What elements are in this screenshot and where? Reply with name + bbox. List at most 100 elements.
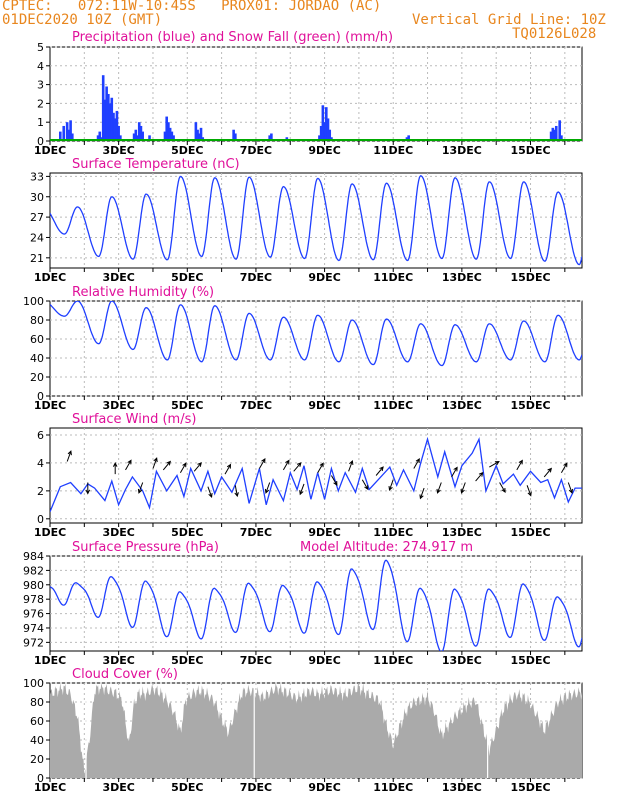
plot-body xyxy=(50,75,582,141)
wind-arrow xyxy=(581,484,582,486)
precip-bar xyxy=(549,131,553,141)
wind-arrow xyxy=(179,462,187,473)
y-tick-label: 0 xyxy=(37,513,44,526)
precip-bar xyxy=(141,131,144,141)
wind-arrow xyxy=(419,487,425,500)
precip-bar xyxy=(328,129,332,141)
precip-bar xyxy=(167,122,170,141)
plot-frame xyxy=(49,172,583,269)
x-tick-label: 9DEC xyxy=(308,654,340,667)
y-tick-label: 2 xyxy=(37,97,44,110)
precip-bar xyxy=(196,129,199,141)
plot-body xyxy=(50,559,582,651)
x-tick-label: 1DEC xyxy=(34,781,66,794)
precip-bar xyxy=(107,94,110,141)
wind-arrow xyxy=(193,462,202,472)
x-tick-label: 13DEC xyxy=(442,399,482,412)
precip-bar xyxy=(551,127,555,141)
x-tick-label: 7DEC xyxy=(240,271,272,284)
x-tick-label: 1DEC xyxy=(34,144,66,157)
wind-arrow xyxy=(489,461,500,468)
precip-bar xyxy=(115,110,119,141)
x-tick-label: 5DEC xyxy=(171,526,203,539)
x-tick-label: 1DEC xyxy=(34,271,66,284)
x-tick-label: 13DEC xyxy=(442,271,482,284)
precip-bar xyxy=(69,120,72,141)
precip-bar xyxy=(105,86,108,141)
y-tick-label: 974 xyxy=(23,622,44,635)
x-tick-label: 15DEC xyxy=(511,526,551,539)
x-tick-label: 7DEC xyxy=(240,654,272,667)
x-tick-label: 3DEC xyxy=(102,654,134,667)
y-tick-label: 6 xyxy=(37,429,44,442)
panel-4: 0 2 4 6 1DEC 3DEC 5DEC 7DEC 9DEC 11DEC 13DEC 15DEC S… xyxy=(34,412,583,539)
x-tick-label: 7DEC xyxy=(240,526,272,539)
x-tick-label: 5DEC xyxy=(171,144,203,157)
precip-bar xyxy=(199,127,203,141)
y-tick-label: 20 xyxy=(30,371,44,384)
wind-arrow xyxy=(567,482,573,494)
wind-arrow xyxy=(460,482,466,494)
y-tick-label: 982 xyxy=(23,564,44,577)
wind-arrow xyxy=(375,466,384,476)
precip-bar xyxy=(172,135,175,141)
y-tick-label: 1 xyxy=(37,116,44,129)
wind-arrow xyxy=(224,463,232,475)
x-tick-label: 3DEC xyxy=(102,526,134,539)
x-tick-label: 13DEC xyxy=(442,781,482,794)
precip-bar xyxy=(270,133,273,141)
x-tick-label: 5DEC xyxy=(171,654,203,667)
y-tick-label: 0 xyxy=(37,390,44,403)
precip-bar xyxy=(163,131,167,141)
wind-arrow xyxy=(451,466,458,478)
y-tick-label: 0 xyxy=(37,135,44,148)
y-tick-label: 100 xyxy=(23,295,44,308)
panel-annotation: Model Altitude: 274.917 m xyxy=(300,540,473,555)
series-line xyxy=(50,559,582,651)
precip-bar xyxy=(319,125,323,141)
wind-arrow xyxy=(85,482,91,495)
x-tick-label: 7DEC xyxy=(240,399,272,412)
panel-6: 0 20 40 60 80 100 1DEC 3DEC 5DEC 7DEC 9DEC 11DEC 13D… xyxy=(23,667,583,794)
x-tick-label: 5DEC xyxy=(171,781,203,794)
y-tick-label: 30 xyxy=(30,191,44,204)
y-tick-label: 24 xyxy=(30,231,44,244)
y-tick-label: 40 xyxy=(30,352,44,365)
y-tick-label: 40 xyxy=(30,734,44,747)
chart-header: CPTEC: 072:11W-10:45S PROX01: JORDAO (AC… xyxy=(0,0,618,48)
y-tick-label: 0 xyxy=(37,772,44,785)
y-tick-label: 100 xyxy=(23,677,44,690)
plot-body xyxy=(50,301,582,367)
x-tick-label: 11DEC xyxy=(373,654,413,667)
y-tick-label: 984 xyxy=(23,550,44,563)
x-tick-label: 9DEC xyxy=(308,781,340,794)
panel-1: 0 1 2 3 4 5 1DEC 3DEC 5DEC 7DEC 9DEC 11DEC 13DEC 15DE… xyxy=(34,30,583,157)
y-tick-label: 976 xyxy=(23,608,44,621)
precip-bar xyxy=(323,122,326,141)
x-tick-label: 9DEC xyxy=(308,526,340,539)
panel-title: Surface Pressure (hPa) xyxy=(72,540,219,555)
y-tick-label: 980 xyxy=(23,579,44,592)
precip-bar xyxy=(110,97,114,141)
wind-arrow xyxy=(299,483,305,496)
wind-arrow xyxy=(526,485,532,497)
precip-bar xyxy=(553,129,556,141)
x-tick-label: 3DEC xyxy=(102,399,134,412)
precip-bar xyxy=(232,129,235,141)
x-tick-label: 7DEC xyxy=(240,781,272,794)
wind-arrow xyxy=(499,482,506,493)
x-tick-label: 5DEC xyxy=(171,271,203,284)
grid-note: Vertical Grid Line: 10Z xyxy=(412,12,606,28)
series-line xyxy=(50,301,582,367)
precip-bar xyxy=(119,135,122,141)
y-tick-label: 80 xyxy=(30,696,44,709)
y-tick-label: 4 xyxy=(37,457,44,470)
x-tick-label: 1DEC xyxy=(34,654,66,667)
precip-bar xyxy=(65,122,69,141)
precip-bar xyxy=(198,133,201,141)
precip-bar xyxy=(407,135,410,141)
precip-bar xyxy=(170,131,174,141)
precip-bar xyxy=(168,127,172,141)
precip-bar xyxy=(67,129,71,141)
